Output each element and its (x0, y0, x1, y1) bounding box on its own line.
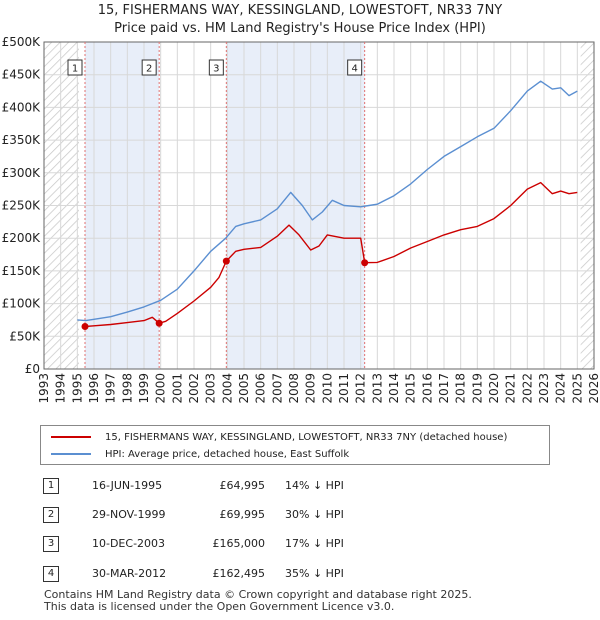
transaction-hpi-diff: 14% ↓ HPI (285, 479, 344, 492)
transaction-label-box (67, 59, 83, 76)
transaction-label: 1 (72, 64, 78, 75)
chart-subtitle: Price paid vs. HM Land Registry's House … (114, 21, 486, 36)
y-tick-label: £300K (2, 166, 42, 180)
x-tick-label: 2026 (587, 373, 600, 404)
hpi-line-swatch (51, 453, 91, 455)
transaction-date: 30-MAR-2012 (92, 567, 167, 580)
y-tick-label: £450K (2, 68, 42, 82)
plot-border (43, 41, 595, 370)
transaction-point (155, 319, 163, 327)
transaction-point (222, 257, 230, 265)
property-line-swatch (51, 436, 91, 438)
x-tick-label: 2019 (470, 373, 484, 404)
x-tick-label: 1996 (87, 373, 101, 404)
transaction-number-badge: 1 (43, 478, 59, 494)
transaction-point (361, 259, 369, 267)
y-tick-label: £250K (2, 199, 42, 213)
transaction-date: 10-DEC-2003 (92, 537, 166, 550)
transaction-hpi-diff: 30% ↓ HPI (285, 508, 344, 521)
y-tick-label: £350K (2, 133, 42, 147)
transaction-date: 29-NOV-1999 (92, 508, 166, 521)
transaction-label-box (208, 59, 224, 76)
x-tick-label: 2001 (170, 373, 184, 404)
x-tick-label: 2025 (570, 373, 584, 404)
transaction-hpi-diff: 17% ↓ HPI (285, 537, 344, 550)
x-tick-label: 2017 (437, 373, 451, 404)
transaction-price: £162,495 (212, 567, 266, 580)
chart-title: 15, FISHERMANS WAY, KESSINGLAND, LOWESTO… (98, 3, 503, 18)
x-tick-label: 2023 (537, 373, 551, 404)
x-tick-label: 2014 (387, 373, 401, 404)
table-row: 2 29-NOV-1999 £69,995 30% ↓ HPI (40, 505, 460, 525)
table-row: 3 10-DEC-2003 £165,000 17% ↓ HPI (40, 534, 460, 554)
y-tick-label: £50K (9, 329, 41, 343)
x-tick-label: 1999 (137, 373, 151, 404)
table-row: 4 30-MAR-2012 £162,495 35% ↓ HPI (40, 564, 460, 584)
x-tick-label: 1994 (54, 373, 68, 404)
x-tick-label: 2016 (420, 373, 434, 404)
transaction-point (81, 322, 89, 330)
x-tick-label: 2006 (254, 373, 268, 404)
transaction-label-box (347, 59, 363, 76)
y-tick-label: £150K (2, 264, 42, 278)
transaction-hpi-diff: 35% ↓ HPI (285, 567, 344, 580)
x-tick-label: 2010 (320, 373, 334, 404)
legend-property-label: 15, FISHERMANS WAY, KESSINGLAND, LOWESTO… (105, 431, 508, 443)
transaction-label: 4 (351, 64, 357, 75)
plot-area: 1 2 3 4 £0 £50K £100K £150K £200K £250K £300K £350K… (2, 35, 600, 404)
x-tick-label: 2000 (154, 373, 168, 404)
price-chart: 15, FISHERMANS WAY, KESSINGLAND, LOWESTO… (2, 3, 600, 404)
x-tick-label: 2011 (337, 373, 351, 404)
y-tick-label: £0 (25, 362, 40, 376)
transaction-price: £69,995 (219, 508, 266, 521)
legend: 15, FISHERMANS WAY, KESSINGLAND, LOWESTO… (40, 425, 550, 465)
x-tick-label: 2021 (504, 373, 518, 404)
legend-hpi-label: HPI: Average price, detached house, East… (105, 448, 350, 460)
x-tick-label: 2015 (404, 373, 418, 404)
x-tick-label: 2007 (270, 373, 284, 404)
y-tick-label: £200K (2, 231, 42, 245)
footer-line-1: Contains HM Land Registry data © Crown c… (44, 588, 472, 601)
x-tick-label: 1995 (70, 373, 84, 404)
table-row: 1 16-JUN-1995 £64,995 14% ↓ HPI (40, 476, 460, 496)
x-tick-label: 2024 (554, 373, 568, 404)
y-tick-label: £500K (2, 35, 42, 49)
transaction-label: 3 (213, 64, 219, 75)
x-tick-label: 2012 (354, 373, 368, 404)
x-tick-label: 2003 (204, 373, 218, 404)
y-tick-label: £100K (2, 297, 42, 311)
transaction-date: 16-JUN-1995 (92, 479, 163, 492)
transaction-number-badge: 4 (43, 566, 59, 582)
x-tick-label: 2013 (370, 373, 384, 404)
x-tick-label: 1998 (120, 373, 134, 404)
legend-item-property: 15, FISHERMANS WAY, KESSINGLAND, LOWESTO… (51, 429, 507, 445)
x-tick-label: 2005 (237, 373, 251, 404)
x-tick-label: 2002 (187, 373, 201, 404)
x-tick-label: 2004 (220, 373, 234, 404)
hpi-line (77, 80, 578, 322)
footer-line-2: This data is licensed under the Open Gov… (44, 600, 395, 613)
y-tick-label: £400K (2, 100, 42, 114)
x-tick-label: 2009 (304, 373, 318, 404)
transaction-price: £165,000 (212, 537, 266, 550)
x-tick-label: 2018 (454, 373, 468, 404)
transaction-label: 2 (146, 64, 152, 75)
transaction-price: £64,995 (219, 479, 266, 492)
x-tick-label: 2020 (487, 373, 501, 404)
transaction-number-badge: 3 (43, 536, 59, 552)
transaction-number-badge: 2 (43, 507, 59, 523)
x-tick-label: 2022 (520, 373, 534, 404)
transaction-label-box (141, 59, 157, 76)
x-tick-label: 1993 (37, 373, 51, 404)
footer-attribution: Contains HM Land Registry data © Crown c… (44, 589, 472, 613)
legend-item-hpi: HPI: Average price, detached house, East… (51, 446, 349, 462)
x-tick-label: 2008 (287, 373, 301, 404)
x-tick-label: 1997 (104, 373, 118, 404)
